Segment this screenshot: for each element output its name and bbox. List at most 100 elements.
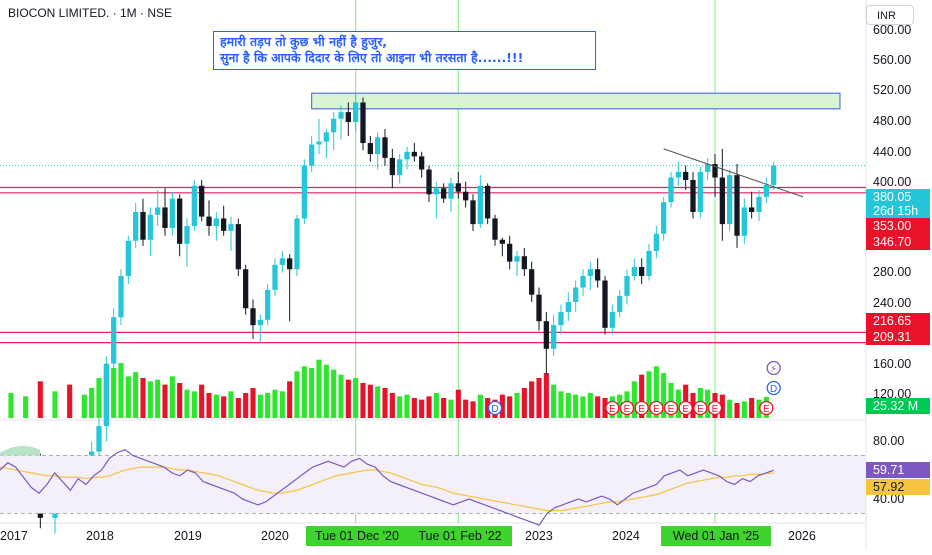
candle-body-2021-12 [441,188,447,199]
candle-body-2025-09 [771,165,777,185]
year-label-2024: 2024 [612,529,640,543]
candle-body-2024-04 [646,250,652,276]
candle-body-2024-11 [697,171,703,212]
marker-label-1: E [609,404,616,415]
volume-bar-2020-08 [323,364,329,418]
volume-bar-2024-02 [631,381,637,418]
volume-bar-2020-03 [287,381,293,418]
rsi-tick-40: 40.00 [873,492,905,506]
bar-countdown: 26d 15h [873,204,919,218]
support-tag-1: 216.65 [866,313,930,329]
marker-2 [619,400,635,416]
candle-body-2020-04 [294,218,300,270]
year-label-2019: 2019 [174,529,202,543]
volume-bar-2021-11 [433,393,439,418]
volume-bar-2020-11 [345,379,351,418]
crosshair-date-3: Wed 01 Jan '25 [661,526,771,546]
candle-body-2019-09 [243,269,249,309]
price-tick-160: 160.00 [873,357,912,371]
volume-bar-2021-02 [367,384,373,418]
resistance-tag-2: 346.70 [866,234,930,250]
candle-body-2019-06 [221,218,227,231]
volume-bar-2018-06 [133,372,139,418]
candle-body-2025-06 [749,207,755,212]
candle-body-2025-07 [756,196,762,212]
price-tick-480: 480.00 [873,114,912,128]
candle-body-2020-06 [309,144,315,166]
volume-bar-2021-07 [404,394,410,418]
candle-body-2021-10 [426,169,432,195]
rsi-line [0,449,774,526]
price-tick-120: 120.00 [873,387,912,401]
candle-body-2020-10 [338,112,344,119]
candle-body-2022-07 [492,218,498,240]
candle-body-2024-12 [705,164,711,172]
volume-bar-2021-10 [426,396,432,418]
volume-bar-2018-11 [169,376,175,418]
volume-bar-2019-09 [243,393,249,418]
candle-body-2018-11 [169,198,175,228]
price-tick-440: 440.00 [873,145,912,159]
volume-bar-2021-09 [419,399,425,418]
volume-bar-2022-09 [507,396,513,418]
marker-label-8: E [712,404,719,415]
text-annotation[interactable]: हमारी तड़प तो कुछ भी नहीं है हुजुर, सुना… [213,31,596,70]
volume-bar-2017-03 [23,396,29,418]
candle-body-2021-08 [411,151,417,157]
annotation-line-2: सुना है कि आपके दिदार के लिए तो आइना भी … [220,50,524,65]
candle-body-2024-06 [661,202,667,234]
volume-bar-2017-01 [8,393,14,418]
volume-bar-2017-12 [89,388,95,418]
candle-body-2018-07 [140,211,146,240]
year-label-2026: 2026 [788,529,816,543]
volume-bar-2023-01 [536,378,542,418]
volume-bar-2025-02 [719,394,725,418]
marker-label-4: E [653,404,660,415]
candle-body-2023-11 [609,312,615,328]
volume-bar-2020-01 [272,389,278,418]
candle-body-2020-11 [345,112,351,123]
volume-bar-2022-12 [529,381,535,418]
year-label-2018: 2018 [86,529,114,543]
rsi-ma-line [0,466,774,512]
candle-body-2019-01 [184,226,190,244]
marker-label-3: E [638,404,645,415]
candle-body-2024-02 [631,267,637,276]
rsi-band [0,455,866,514]
volume-bar-2025-04 [734,403,740,418]
volume-bar-2020-04 [294,371,300,418]
candle-body-2022-12 [529,269,535,295]
marker-4 [649,400,664,416]
candle-body-2021-09 [419,156,425,170]
volume-bar-2024-10 [690,393,696,418]
candle-body-2019-11 [257,319,263,326]
candle-body-2019-10 [250,308,256,326]
candle-body-2024-07 [668,177,674,203]
volume-bar-2019-11 [257,394,263,418]
volume-bar-2022-05 [477,394,483,418]
candle-body-2018-10 [162,207,168,228]
candle-body-2024-09 [683,171,689,180]
candle-body-2018-06 [133,211,139,241]
candle-body-2020-02 [279,258,285,265]
volume-bar-2017-07 [52,391,58,418]
marker-dividend-last [766,380,781,396]
trendline [663,148,804,198]
marker-label-2: E [624,404,631,415]
volume-bar-2019-06 [221,396,227,418]
candle-body-2022-10 [514,256,520,262]
candle-body-2022-04 [470,200,476,225]
candle-body-2024-01 [624,275,630,296]
candle-body-2023-10 [602,280,608,328]
volume-bar-2023-06 [573,394,579,418]
rsi-tag: 59.71 [866,462,930,478]
volume-bar-2019-12 [265,393,271,418]
volume-bar-2022-08 [499,394,505,418]
currency-selector[interactable]: INR [866,5,914,25]
price-tick-560: 560.00 [873,53,912,67]
candle-body-2022-02 [455,183,461,192]
symbol-title[interactable]: BIOCON LIMITED. · 1M · NSE [8,6,173,20]
rsi-overbought-fill [0,445,40,456]
